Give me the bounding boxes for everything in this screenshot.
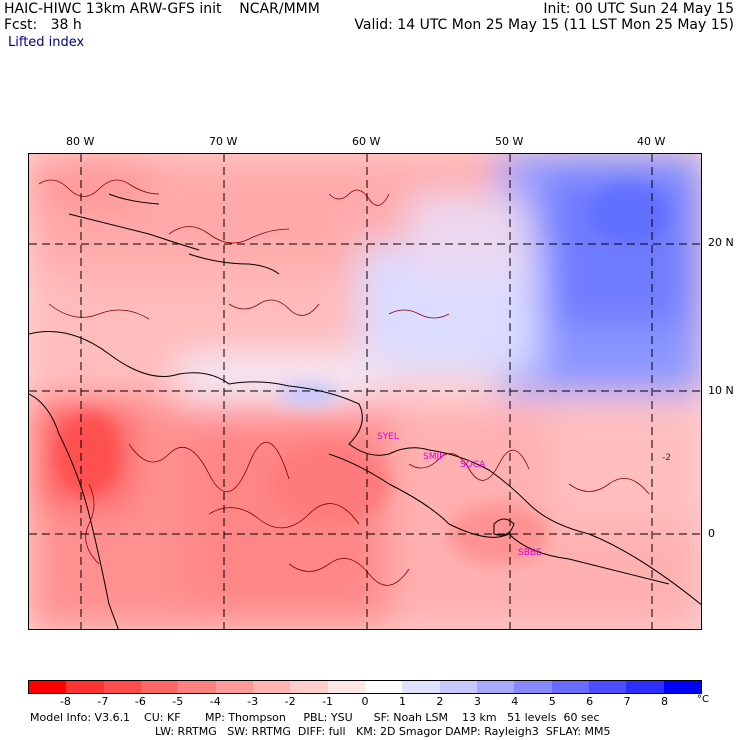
colorbar-swatch [588, 681, 627, 693]
colorbar-tick-label: 6 [586, 695, 594, 708]
lat-label-10n: 10 N [708, 384, 734, 397]
colorbar-tick-label: 4 [511, 695, 519, 708]
colorbar-swatch [626, 681, 664, 693]
model-info-line1: Model Info: V3.6.1 CU: KF MP: Thompson P… [30, 711, 600, 724]
colorbar-swatch [140, 681, 179, 693]
colorbar-swatch [66, 681, 104, 693]
colorbar-swatch [29, 681, 67, 693]
colorbar-tick-label: 2 [436, 695, 444, 708]
colorbar-swatch [215, 681, 253, 693]
colorbar-tick-label: 3 [473, 695, 481, 708]
colorbar-tick-label: -8 [59, 695, 71, 708]
coastlines [29, 193, 701, 629]
model-info-line2: LW: RRTMG SW: RRTMG DIFF: full KM: 2D Sm… [155, 725, 611, 738]
colorbar-tick-label: 0 [361, 695, 369, 708]
lon-label-50w: 50 W [495, 135, 524, 148]
graticule [29, 154, 701, 629]
colorbar-swatch [252, 681, 291, 693]
station-smjp: SMJP [423, 452, 445, 462]
colorbar-swatch [178, 681, 216, 693]
init-time: Init: 00 UTC Sun 24 May 15 [543, 1, 734, 17]
colorbar-swatch [663, 681, 701, 693]
colorbar-tick-label: 5 [548, 695, 556, 708]
contour-label: -2 [662, 453, 671, 463]
colorbar-tick-label: -2 [284, 695, 296, 708]
colorbar-tick-label: -5 [172, 695, 184, 708]
colorbar-swatch [476, 681, 515, 693]
colorbar-tick-label: 7 [623, 695, 631, 708]
colorbar-unit: °C [697, 694, 709, 705]
colorbar-swatch [327, 681, 365, 693]
colorbar-swatch [439, 681, 477, 693]
lat-label-20n: 20 N [708, 236, 734, 249]
lat-label-0: 0 [708, 527, 715, 540]
colorbar-swatch [103, 681, 141, 693]
lon-label-60w: 60 W [352, 135, 381, 148]
lifted-index-map: -2 [28, 153, 702, 630]
colorbar-swatch [551, 681, 589, 693]
station-sbbe: SBBE [518, 548, 542, 558]
colorbar-tick-label: -1 [322, 695, 334, 708]
colorbar-tick-label: 8 [661, 695, 669, 708]
valid-time: Valid: 14 UTC Mon 25 May 15 (11 LST Mon … [354, 17, 734, 33]
colorbar-swatch [402, 681, 440, 693]
colorbar-swatch [290, 681, 328, 693]
colorbar-tick-label: -7 [97, 695, 109, 708]
lon-label-80w: 80 W [66, 135, 95, 148]
station-syel: SYEL [377, 432, 399, 442]
colorbar-tick-label: -6 [134, 695, 146, 708]
contour-lines [38, 179, 650, 586]
colorbar-tick-label: -4 [209, 695, 221, 708]
station-soca: SOCA [460, 460, 486, 470]
colorbar-tick-label: 1 [398, 695, 406, 708]
forecast-hour: Fcst: 38 h [4, 17, 82, 33]
colorbar-tick-label: -3 [247, 695, 259, 708]
colorbar-swatch [514, 681, 552, 693]
colorbar-swatch [364, 681, 403, 693]
field-name: Lifted index [8, 35, 85, 50]
lon-label-70w: 70 W [209, 135, 238, 148]
lon-label-40w: 40 W [637, 135, 666, 148]
colorbar [28, 680, 702, 694]
model-title: HAIC-HIWC 13km ARW-GFS init NCAR/MMM [4, 1, 320, 17]
